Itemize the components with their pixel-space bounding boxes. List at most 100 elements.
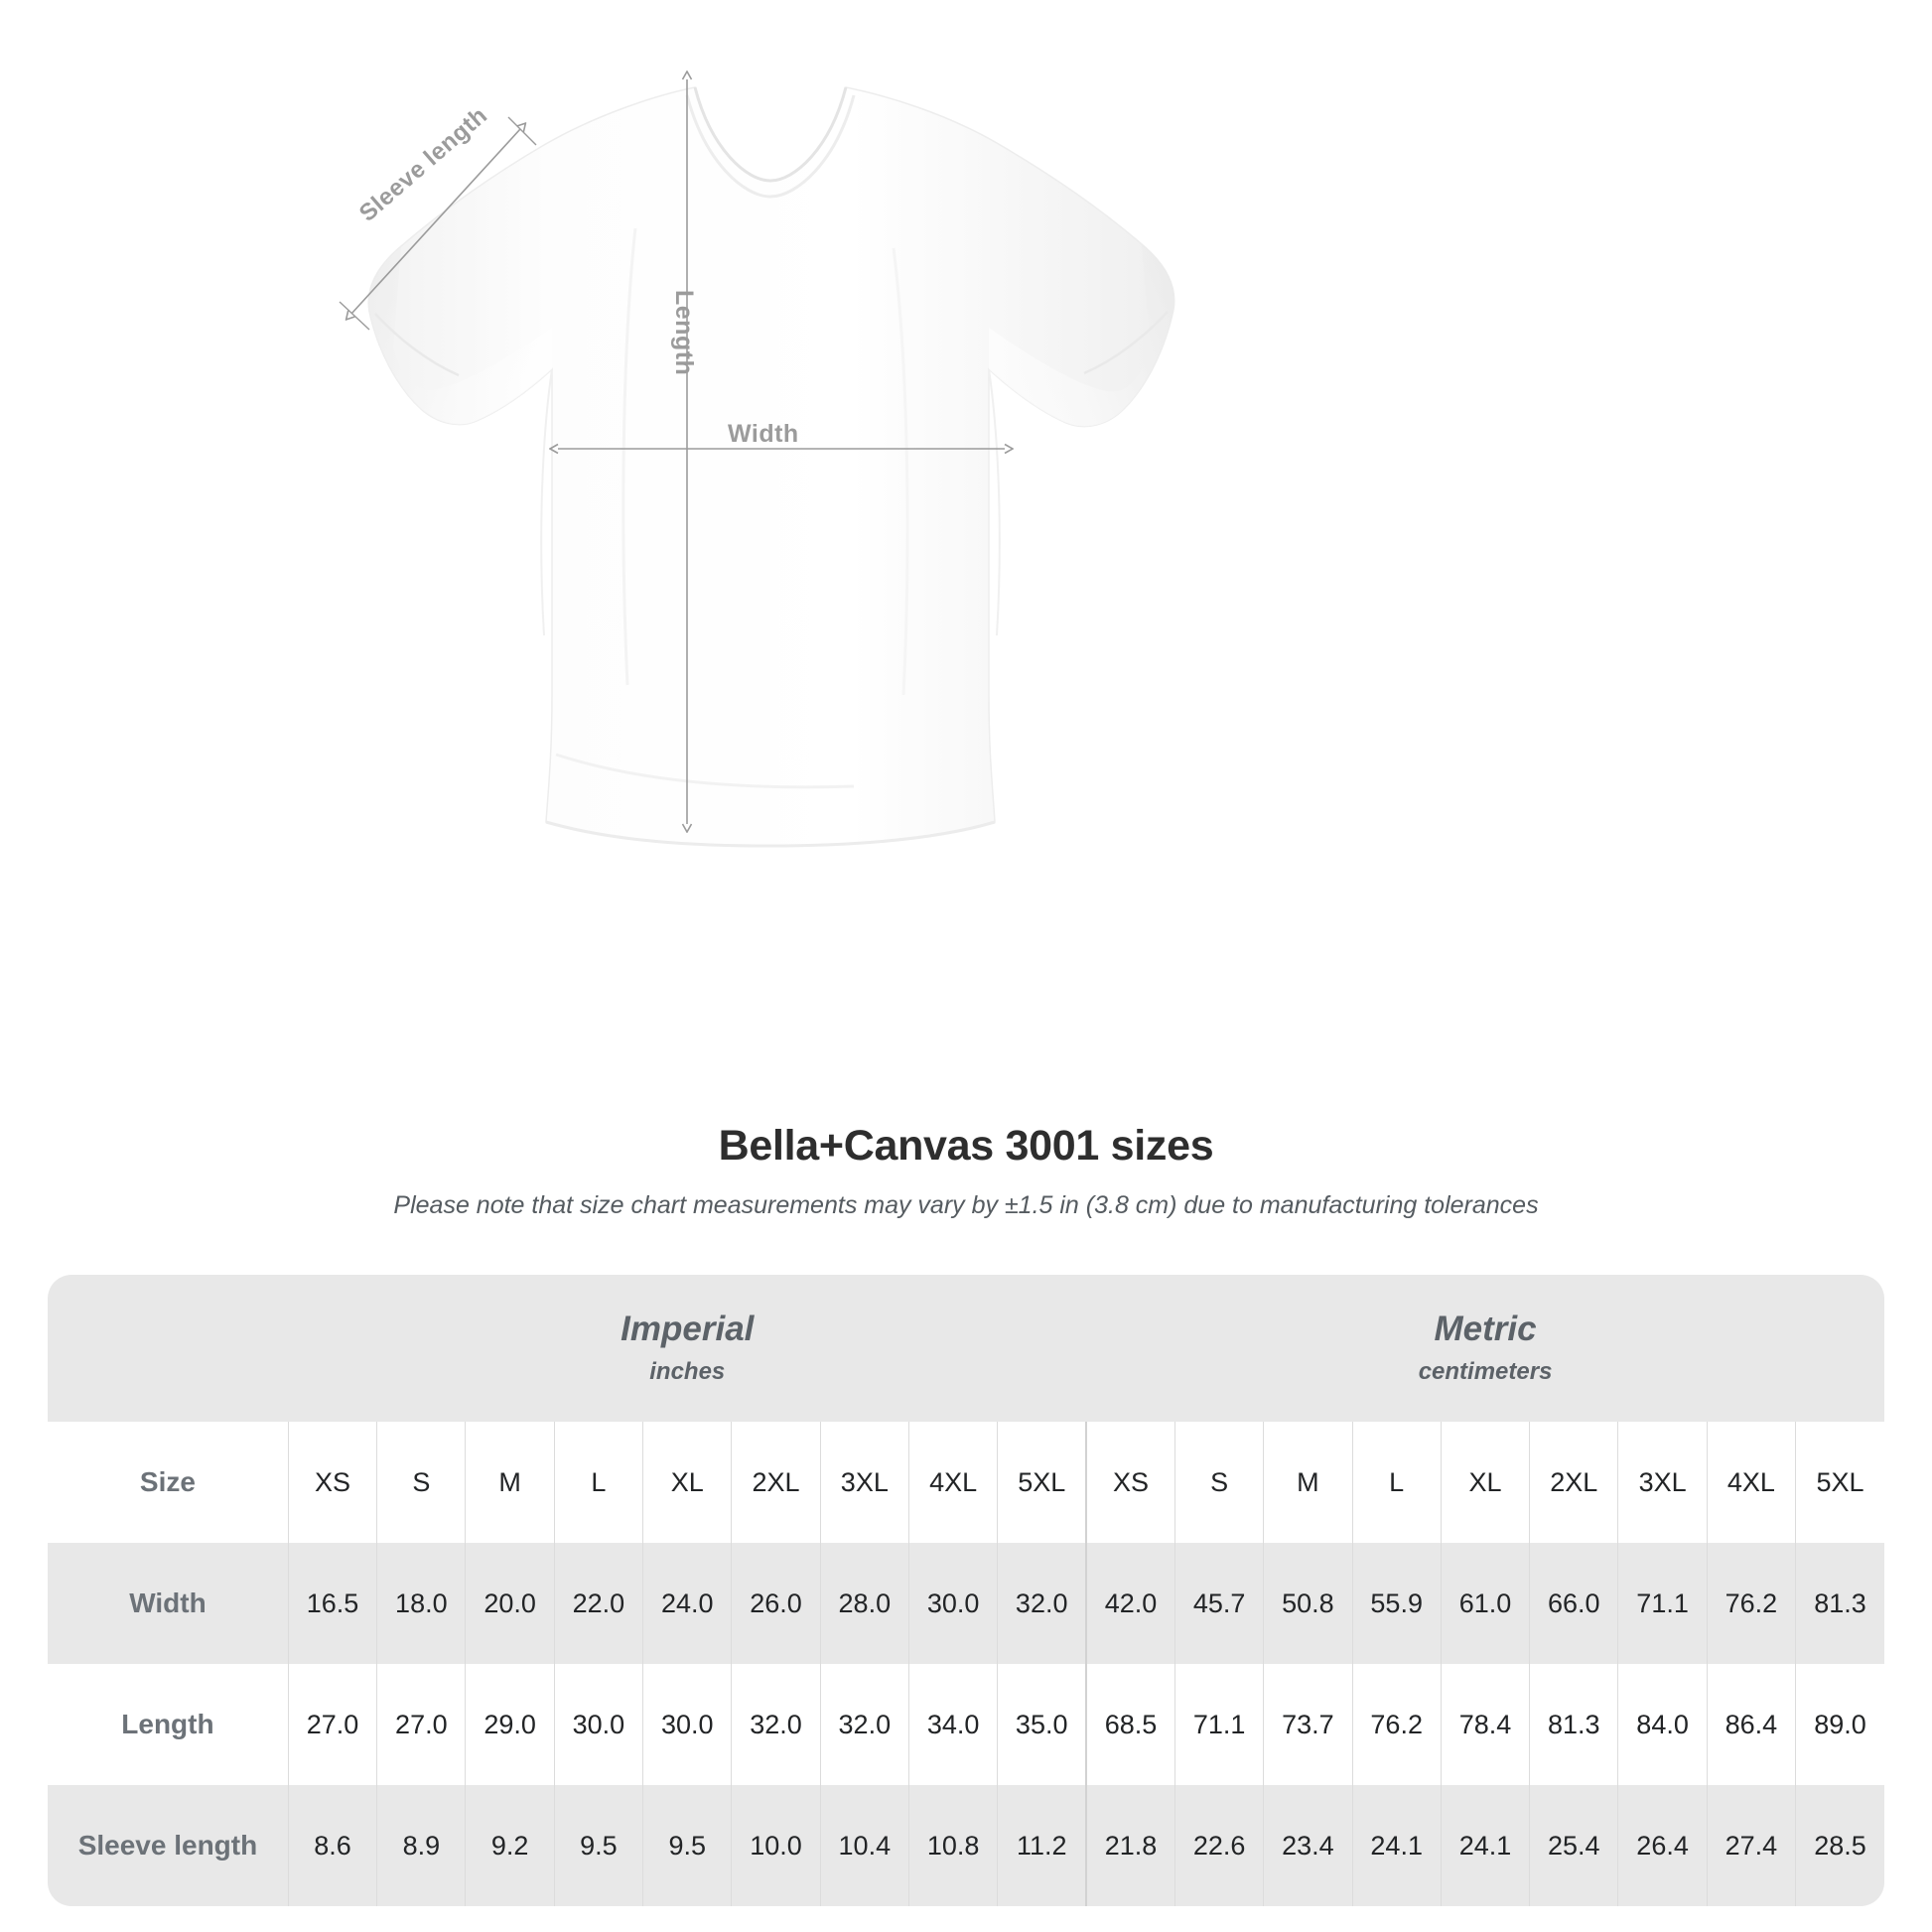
size-header-label: Size [48,1422,289,1543]
size-header-metric-l: L [1351,1422,1442,1543]
unit-header-metric: Metric centimeters [1086,1275,1884,1422]
cell-sleeve-length-imperial-3xl: 10.4 [819,1785,909,1906]
cell-length-metric-2xl: 81.3 [1529,1664,1618,1785]
cell-sleeve-length-metric-s: 22.6 [1173,1785,1264,1906]
cell-sleeve-length-metric-4xl: 27.4 [1706,1785,1796,1906]
unit-header-imperial: Imperial inches [288,1275,1087,1422]
unit-header-spacer [48,1275,289,1422]
width-dimension-label: Width [728,420,799,448]
cell-sleeve-length-metric-3xl: 26.4 [1617,1785,1708,1906]
page-title: Bella+Canvas 3001 sizes [718,1122,1214,1170]
table-row: Width 16.5 18.0 20.0 22.0 24.0 26.0 28.0 30.0 32.… [48,1543,1884,1664]
cell-width-metric-s: 45.7 [1173,1543,1264,1664]
cell-sleeve-length-metric-xs: 21.8 [1085,1785,1175,1906]
cell-width-metric-xl: 61.0 [1440,1543,1530,1664]
unit-name-imperial: Imperial [621,1309,755,1348]
cell-sleeve-length-imperial-2xl: 10.0 [731,1785,821,1906]
product-illustration: Sleeve length Length Width [339,0,1175,848]
cell-width-imperial-3xl: 28.0 [819,1543,909,1664]
tolerance-note: Please note that size chart measurements… [393,1191,1539,1219]
cell-sleeve-length-imperial-l: 9.5 [553,1785,643,1906]
size-chart-table-container: Imperial inches Metric centimeters Size X… [48,1275,1884,1906]
cell-length-imperial-4xl: 34.0 [907,1664,998,1785]
cell-length-imperial-l: 30.0 [553,1664,643,1785]
size-header-metric-3xl: 3XL [1617,1422,1708,1543]
cell-length-imperial-3xl: 32.0 [819,1664,909,1785]
cell-sleeve-length-imperial-4xl: 10.8 [907,1785,998,1906]
cell-width-metric-l: 55.9 [1351,1543,1442,1664]
cell-sleeve-length-imperial-xl: 9.5 [642,1785,732,1906]
cell-width-metric-2xl: 66.0 [1529,1543,1618,1664]
cell-length-metric-xs: 68.5 [1085,1664,1175,1785]
table-row: Sleeve length 8.6 8.9 9.2 9.5 9.5 10.0 10.4 10.8… [48,1785,1884,1906]
row-label-length: Length [48,1664,289,1785]
cell-sleeve-length-metric-m: 23.4 [1263,1785,1353,1906]
size-header-metric-5xl: 5XL [1795,1422,1884,1543]
cell-width-imperial-4xl: 30.0 [907,1543,998,1664]
unit-header-row: Imperial inches Metric centimeters [48,1275,1884,1422]
cell-length-metric-l: 76.2 [1351,1664,1442,1785]
cell-sleeve-length-metric-5xl: 28.5 [1795,1785,1884,1906]
length-dimension-label: Length [670,290,698,376]
size-header-imperial-4xl: 4XL [907,1422,998,1543]
cell-width-metric-5xl: 81.3 [1795,1543,1884,1664]
cell-sleeve-length-imperial-s: 8.9 [376,1785,466,1906]
size-header-metric-s: S [1173,1422,1264,1543]
size-header-metric-m: M [1263,1422,1353,1543]
cell-width-imperial-2xl: 26.0 [731,1543,821,1664]
size-header-metric-2xl: 2XL [1529,1422,1618,1543]
cell-sleeve-length-imperial-xs: 8.6 [287,1785,377,1906]
cell-width-imperial-m: 20.0 [465,1543,555,1664]
size-chart-heading: Bella+Canvas 3001 sizes Please note that… [0,1122,1932,1220]
cell-sleeve-length-metric-l: 24.1 [1351,1785,1442,1906]
tshirt-drawing [339,0,1175,848]
cell-width-metric-3xl: 71.1 [1617,1543,1708,1664]
cell-width-imperial-xs: 16.5 [287,1543,377,1664]
size-header-imperial-2xl: 2XL [731,1422,821,1543]
row-label-sleeve-length: Sleeve length [48,1785,289,1906]
cell-length-imperial-xl: 30.0 [642,1664,732,1785]
cell-sleeve-length-imperial-5xl: 11.2 [997,1785,1087,1906]
cell-width-imperial-l: 22.0 [553,1543,643,1664]
size-chart-table: Imperial inches Metric centimeters Size X… [48,1275,1884,1906]
cell-length-imperial-2xl: 32.0 [731,1664,821,1785]
sleeve-length-arrow [351,129,520,314]
size-header-imperial-3xl: 3XL [819,1422,909,1543]
cell-length-metric-m: 73.7 [1263,1664,1353,1785]
row-label-width: Width [48,1543,289,1664]
cell-length-imperial-s: 27.0 [376,1664,466,1785]
size-header-metric-xs: XS [1085,1422,1175,1543]
cell-length-metric-s: 71.1 [1173,1664,1264,1785]
cell-width-metric-xs: 42.0 [1085,1543,1175,1664]
size-header-imperial-xs: XS [287,1422,377,1543]
size-header-row: Size XS S M L XL 2XL 3XL 4XL 5XL XS S M L XL 2XL 3XL 4XL 5… [48,1422,1884,1543]
tshirt-shape [367,86,1175,848]
unit-sub-imperial: inches [649,1358,726,1386]
size-header-imperial-5xl: 5XL [997,1422,1087,1543]
size-header-imperial-l: L [553,1422,643,1543]
cell-sleeve-length-metric-2xl: 25.4 [1529,1785,1618,1906]
unit-sub-metric: centimeters [1418,1358,1553,1386]
cell-length-metric-xl: 78.4 [1440,1664,1530,1785]
cell-width-metric-m: 50.8 [1263,1543,1353,1664]
size-header-imperial-s: S [376,1422,466,1543]
cell-length-metric-4xl: 86.4 [1706,1664,1796,1785]
size-header-imperial-m: M [465,1422,555,1543]
cell-length-imperial-m: 29.0 [465,1664,555,1785]
cell-length-imperial-5xl: 35.0 [997,1664,1087,1785]
cell-width-imperial-xl: 24.0 [642,1543,732,1664]
cell-width-imperial-5xl: 32.0 [997,1543,1087,1664]
unit-name-metric: Metric [1434,1309,1537,1348]
measurement-lines [339,79,1005,824]
cell-length-metric-5xl: 89.0 [1795,1664,1884,1785]
table-row: Length 27.0 27.0 29.0 30.0 30.0 32.0 32.0 34.0 35… [48,1664,1884,1785]
cell-sleeve-length-metric-xl: 24.1 [1440,1785,1530,1906]
cell-length-metric-3xl: 84.0 [1617,1664,1708,1785]
size-header-metric-xl: XL [1440,1422,1530,1543]
cell-length-imperial-xs: 27.0 [287,1664,377,1785]
cell-width-metric-4xl: 76.2 [1706,1543,1796,1664]
size-header-metric-4xl: 4XL [1706,1422,1796,1543]
cell-width-imperial-s: 18.0 [376,1543,466,1664]
cell-sleeve-length-imperial-m: 9.2 [465,1785,555,1906]
size-header-imperial-xl: XL [642,1422,732,1543]
